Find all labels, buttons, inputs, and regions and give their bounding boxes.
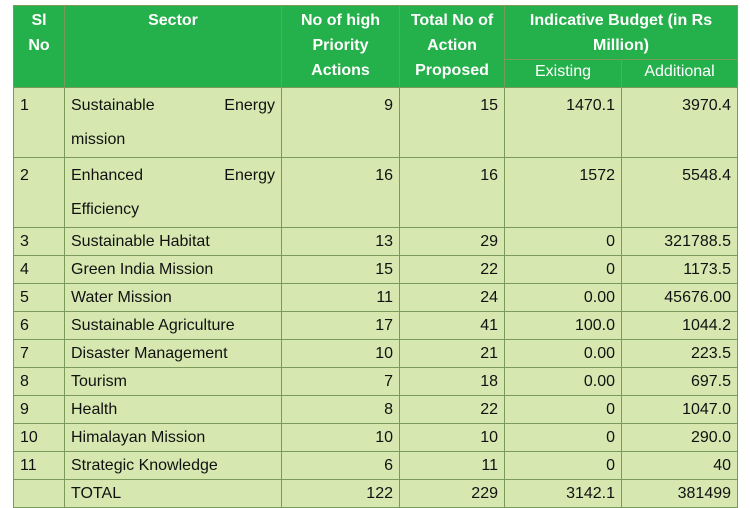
additional-cell: 5548.4 [620, 157, 739, 228]
sector-cell: Strategic Knowledge [64, 451, 282, 480]
total-cell: 22 [399, 255, 505, 284]
sector-cell: Himalayan Mission [64, 423, 282, 452]
total-cell: 29 [399, 227, 505, 256]
additional-cell: 45676.00 [620, 283, 739, 312]
sector-cell: Health [64, 395, 282, 424]
high-cell: 122 [281, 479, 400, 508]
table-row: 10 Himalayan Mission 10 10 0 290.0 [13, 423, 739, 452]
table-row: 6 Sustainable Agriculture 17 41 100.0 10… [13, 311, 739, 340]
existing-cell: 0 [504, 395, 622, 424]
existing-cell: 1470.1 [504, 87, 622, 158]
high-cell: 17 [281, 311, 400, 340]
high-cell: 16 [281, 157, 400, 228]
sl-cell: 8 [13, 367, 65, 396]
high-cell: 8 [281, 395, 400, 424]
total-label: TOTAL [64, 479, 282, 508]
existing-cell: 0.00 [504, 283, 622, 312]
total-cell: 16 [399, 157, 505, 228]
sl-cell: 10 [13, 423, 65, 452]
table-row: 8 Tourism 7 18 0.00 697.5 [13, 367, 739, 396]
total-row: TOTAL 122 229 3142.1 381499 [13, 479, 739, 508]
total-cell: 22 [399, 395, 505, 424]
sl-cell: 9 [13, 395, 65, 424]
header-existing: Existing [504, 59, 622, 88]
additional-cell: 3970.4 [620, 87, 739, 158]
sector-cell: Sustainable Energy mission [64, 87, 282, 158]
sector-cell: Enhanced Energy Efficiency [64, 157, 282, 228]
table-row: 4 Green India Mission 15 22 0 1173.5 [13, 255, 739, 284]
table-row: 3 Sustainable Habitat 13 29 0 321788.5 [13, 227, 739, 256]
existing-cell: 0 [504, 227, 622, 256]
additional-cell: 697.5 [620, 367, 739, 396]
table-row: 7 Disaster Management 10 21 0.00 223.5 [13, 339, 739, 368]
sector-cell: Water Mission [64, 283, 282, 312]
header-indicative-budget: Indicative Budget (in Rs Million) [503, 5, 739, 60]
additional-cell: 381499 [620, 479, 739, 508]
existing-cell: 0 [504, 451, 622, 480]
header-total-actions: Total No of Action Proposed [399, 5, 505, 88]
high-cell: 9 [281, 87, 400, 158]
table-row: 2 Enhanced Energy Efficiency 16 16 1572 5… [13, 157, 739, 228]
high-cell: 11 [281, 283, 400, 312]
total-cell: 18 [399, 367, 505, 396]
total-cell: 41 [399, 311, 505, 340]
additional-cell: 290.0 [620, 423, 739, 452]
existing-cell: 0.00 [504, 367, 622, 396]
sl-cell: 11 [13, 451, 65, 480]
sl-cell: 5 [13, 283, 65, 312]
table-row: 11 Strategic Knowledge 6 11 0 40 [13, 451, 739, 480]
sl-cell [13, 479, 65, 508]
sl-cell: 2 [13, 157, 65, 228]
total-cell: 24 [399, 283, 505, 312]
sl-cell: 3 [13, 227, 65, 256]
existing-cell: 0.00 [504, 339, 622, 368]
additional-cell: 1173.5 [620, 255, 739, 284]
additional-cell: 1044.2 [620, 311, 739, 340]
existing-cell: 1572 [504, 157, 622, 228]
header-additional: Additional [620, 59, 739, 88]
sl-cell: 1 [13, 87, 65, 158]
total-cell: 15 [399, 87, 505, 158]
sector-cell: Tourism [64, 367, 282, 396]
high-cell: 10 [281, 423, 400, 452]
sector-cell: Green India Mission [64, 255, 282, 284]
sl-cell: 7 [13, 339, 65, 368]
table-row: 9 Health 8 22 0 1047.0 [13, 395, 739, 424]
high-cell: 13 [281, 227, 400, 256]
high-cell: 7 [281, 367, 400, 396]
sector-cell: Disaster Management [64, 339, 282, 368]
table-row: 5 Water Mission 11 24 0.00 45676.00 [13, 283, 739, 312]
budget-table: Sl No Sector No of high Priority Actions… [13, 5, 739, 508]
total-cell: 11 [399, 451, 505, 480]
header-sector: Sector [64, 5, 282, 88]
sl-cell: 6 [13, 311, 65, 340]
existing-cell: 3142.1 [504, 479, 622, 508]
sl-cell: 4 [13, 255, 65, 284]
additional-cell: 1047.0 [620, 395, 739, 424]
sector-cell: Sustainable Agriculture [64, 311, 282, 340]
existing-cell: 0 [504, 255, 622, 284]
high-cell: 15 [281, 255, 400, 284]
high-cell: 6 [281, 451, 400, 480]
sector-cell: Sustainable Habitat [64, 227, 282, 256]
existing-cell: 100.0 [504, 311, 622, 340]
header-high-priority: No of high Priority Actions [281, 5, 400, 88]
total-cell: 21 [399, 339, 505, 368]
high-cell: 10 [281, 339, 400, 368]
header-sl-no: Sl No [13, 5, 65, 88]
table-row: 1 Sustainable Energy mission 9 15 1470.1 … [13, 87, 739, 158]
total-cell: 229 [399, 479, 505, 508]
total-cell: 10 [399, 423, 505, 452]
additional-cell: 223.5 [620, 339, 739, 368]
additional-cell: 321788.5 [620, 227, 739, 256]
additional-cell: 40 [620, 451, 739, 480]
existing-cell: 0 [504, 423, 622, 452]
